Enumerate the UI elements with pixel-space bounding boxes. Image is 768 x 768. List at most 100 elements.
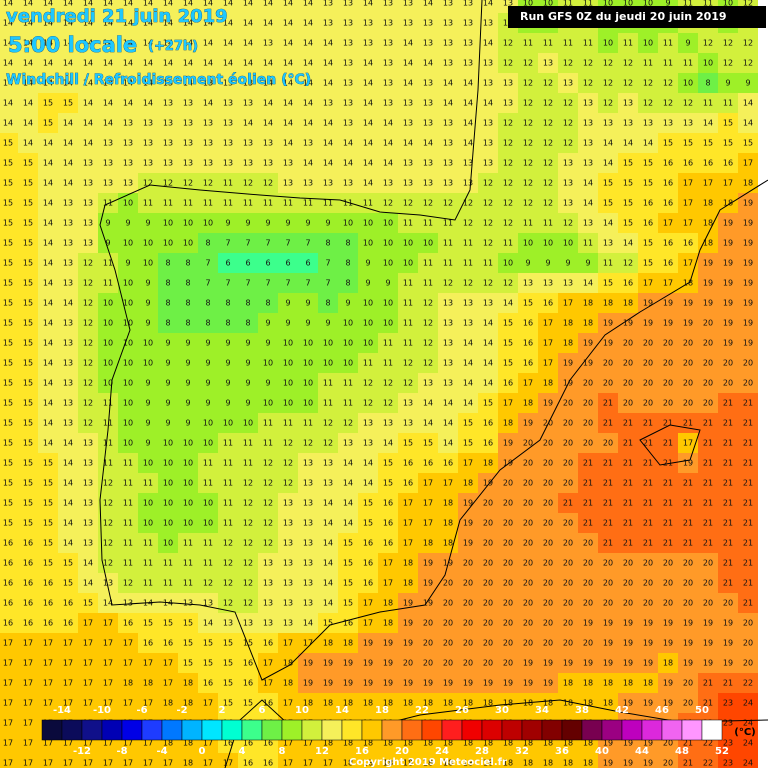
- grid-value: 10: [123, 399, 133, 408]
- grid-value: 13: [83, 479, 93, 488]
- field-cell: [598, 153, 618, 173]
- field-cell: [478, 13, 498, 33]
- colorbar-label: 26: [455, 705, 469, 716]
- field-cell: [38, 313, 58, 333]
- field-cell: [358, 173, 378, 193]
- grid-value: 7: [225, 239, 230, 248]
- field-cell: [218, 333, 238, 353]
- grid-value: 13: [263, 619, 273, 628]
- grid-value: 15: [3, 139, 13, 148]
- grid-value: 15: [143, 619, 153, 628]
- grid-value: 14: [43, 159, 53, 168]
- grid-value: 14: [63, 159, 73, 168]
- grid-value: 10: [143, 459, 153, 468]
- grid-value: 11: [163, 579, 173, 588]
- field-cell: [78, 53, 98, 73]
- grid-value: 14: [43, 19, 53, 28]
- grid-value: 14: [323, 119, 333, 128]
- field-cell: [598, 373, 618, 393]
- field-cell: [278, 113, 298, 133]
- grid-value: 15: [23, 279, 33, 288]
- grid-value: 11: [123, 519, 133, 528]
- field-cell: [458, 113, 478, 133]
- field-cell: [698, 333, 718, 353]
- grid-value: 19: [403, 639, 413, 648]
- field-cell: [598, 93, 618, 113]
- grid-value: 14: [183, 79, 193, 88]
- field-cell: [718, 293, 738, 313]
- grid-value: 19: [723, 619, 733, 628]
- grid-value: 17: [83, 639, 93, 648]
- grid-value: 20: [543, 559, 553, 568]
- field-cell: [298, 33, 318, 53]
- field-cell: [678, 133, 698, 153]
- field-cell: [718, 373, 738, 393]
- grid-value: 16: [363, 559, 373, 568]
- field-cell: [158, 293, 178, 313]
- grid-value: 12: [523, 199, 533, 208]
- field-cell: [598, 233, 618, 253]
- field-cell: [258, 173, 278, 193]
- grid-value: 20: [483, 539, 493, 548]
- grid-value: 21: [703, 479, 713, 488]
- grid-value: 12: [103, 559, 113, 568]
- field-cell: [518, 393, 538, 413]
- grid-value: 19: [423, 579, 433, 588]
- grid-value: 9: [145, 379, 150, 388]
- field-cell: [358, 0, 378, 13]
- field-cell: [338, 153, 358, 173]
- grid-value: 14: [323, 559, 333, 568]
- grid-value: 7: [225, 279, 230, 288]
- field-cell: [518, 233, 538, 253]
- grid-value: 14: [243, 39, 253, 48]
- grid-value: 9: [145, 319, 150, 328]
- colorbar-box: [281, 719, 303, 741]
- field-cell: [258, 273, 278, 293]
- grid-value: 15: [503, 339, 513, 348]
- field-cell: [698, 393, 718, 413]
- grid-value: 17: [3, 639, 13, 648]
- field-cell: [518, 133, 538, 153]
- grid-value: 10: [123, 439, 133, 448]
- colorbar-label: 44: [635, 746, 649, 757]
- field-cell: [98, 353, 118, 373]
- field-cell: [18, 333, 38, 353]
- grid-value: 20: [523, 639, 533, 648]
- grid-value: 20: [703, 319, 713, 328]
- grid-value: 12: [423, 299, 433, 308]
- grid-value: 14: [203, 619, 213, 628]
- field-cell: [198, 193, 218, 213]
- grid-value: 15: [383, 479, 393, 488]
- grid-value: 17: [543, 339, 553, 348]
- field-cell: [398, 0, 418, 13]
- field-cell: [398, 73, 418, 93]
- grid-value: 11: [703, 99, 713, 108]
- field-cell: [198, 0, 218, 13]
- grid-value: 11: [123, 539, 133, 548]
- grid-value: 13: [63, 239, 73, 248]
- field-cell: [438, 233, 458, 253]
- field-cell: [318, 93, 338, 113]
- grid-value: 18: [583, 319, 593, 328]
- grid-value: 10: [403, 239, 413, 248]
- grid-value: 17: [423, 479, 433, 488]
- grid-value: 21: [583, 479, 593, 488]
- grid-value: 12: [363, 399, 373, 408]
- grid-value: 14: [323, 499, 333, 508]
- field-cell: [58, 153, 78, 173]
- grid-value: 9: [185, 339, 190, 348]
- field-cell: [18, 13, 38, 33]
- grid-value: 15: [23, 479, 33, 488]
- grid-value: 13: [63, 339, 73, 348]
- field-cell: [178, 293, 198, 313]
- grid-value: 19: [663, 319, 673, 328]
- grid-value: 15: [3, 159, 13, 168]
- grid-value: 9: [105, 239, 110, 248]
- field-cell: [158, 233, 178, 253]
- grid-value: 14: [63, 39, 73, 48]
- grid-value: 13: [323, 479, 333, 488]
- grid-value: 16: [523, 319, 533, 328]
- field-cell: [418, 73, 438, 93]
- grid-value: 13: [263, 39, 273, 48]
- field-cell: [358, 193, 378, 213]
